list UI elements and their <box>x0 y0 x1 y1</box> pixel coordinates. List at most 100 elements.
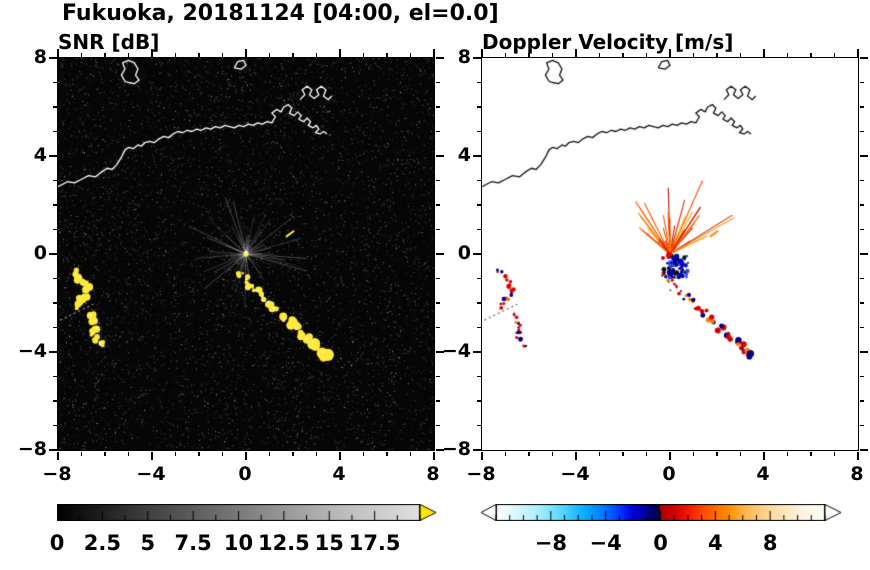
x-tick-label: 8 <box>850 463 864 485</box>
colorbar-tick-label: 12.5 <box>257 531 310 555</box>
axis-tick <box>245 48 247 57</box>
axis-tick <box>859 302 864 304</box>
axis-tick <box>435 204 440 206</box>
y-tick-label: 8 <box>33 46 47 68</box>
axis-tick <box>48 155 57 157</box>
axis-tick <box>174 451 177 456</box>
axis-tick <box>221 52 224 57</box>
axis-tick <box>57 451 59 460</box>
x-tick-label: −4 <box>136 463 166 485</box>
axis-tick <box>198 52 200 57</box>
axis-tick <box>433 451 435 460</box>
axis-tick <box>48 253 57 255</box>
axis-tick <box>339 48 341 57</box>
colorbar-tick-label: 5 <box>140 531 156 555</box>
axis-tick <box>435 253 444 255</box>
axis-tick <box>857 48 859 57</box>
axis-tick <box>739 451 742 456</box>
y-tick-label: −4 <box>441 340 471 362</box>
axis-tick <box>245 451 247 460</box>
axis-tick <box>859 424 864 427</box>
axis-tick <box>52 326 57 329</box>
axis-tick <box>598 451 601 456</box>
axis-tick <box>52 179 57 182</box>
axis-tick <box>859 57 868 59</box>
axis-tick <box>859 179 864 182</box>
axis-tick <box>127 451 130 456</box>
axis-tick <box>528 52 530 57</box>
colorbar-tick-label: 15 <box>314 531 344 555</box>
axis-tick <box>645 52 648 57</box>
axis-tick <box>575 451 577 460</box>
axis-tick <box>551 52 554 57</box>
axis-tick <box>692 52 695 57</box>
axis-tick <box>476 375 481 378</box>
colorbar-tick-label: 4 <box>708 531 723 555</box>
axis-tick <box>575 48 577 57</box>
velocity-plot-area <box>472 48 868 460</box>
snr-colorbar <box>57 504 437 521</box>
axis-tick <box>859 130 864 133</box>
axis-tick <box>435 130 440 133</box>
axis-tick <box>435 106 440 108</box>
axis-tick <box>48 57 57 59</box>
colorbar-tick-label: 0 <box>49 531 65 555</box>
axis-tick <box>622 52 624 57</box>
figure-title: Fukuoka, 20181124 [04:00, el=0.0] <box>62 1 499 26</box>
axis-tick <box>716 451 718 456</box>
axis-tick <box>645 451 648 456</box>
axis-tick <box>472 351 481 353</box>
snr-plot-canvas <box>58 58 434 450</box>
y-tick-label: −4 <box>17 340 47 362</box>
x-tick-label: 8 <box>426 463 440 485</box>
axis-tick <box>763 451 765 460</box>
axis-tick <box>786 451 789 456</box>
axis-tick <box>504 52 507 57</box>
axis-tick <box>476 424 481 427</box>
axis-tick <box>859 400 864 402</box>
axis-tick <box>859 204 864 206</box>
velocity-plot-canvas <box>482 58 858 450</box>
axis-tick <box>435 351 444 353</box>
colorbar-tick-label: 2.5 <box>83 531 121 555</box>
colorbar-tick-label: 0 <box>653 531 668 555</box>
axis-tick <box>472 57 481 59</box>
axis-tick <box>362 451 365 456</box>
axis-tick <box>435 302 440 304</box>
axis-tick <box>859 326 864 329</box>
axis-tick <box>859 106 864 108</box>
x-tick-label: −4 <box>560 463 590 485</box>
x-tick-label: −8 <box>42 463 72 485</box>
axis-tick <box>104 52 106 57</box>
axis-tick <box>435 400 440 402</box>
axis-tick <box>292 451 294 456</box>
y-tick-label: 8 <box>457 46 471 68</box>
colorbar-tick-label: 7.5 <box>174 531 212 555</box>
axis-tick <box>435 277 440 280</box>
axis-tick <box>669 48 671 57</box>
axis-tick <box>174 52 177 57</box>
axis-tick <box>52 277 57 280</box>
axis-tick <box>386 52 388 57</box>
axis-tick <box>859 277 864 280</box>
axis-tick <box>476 302 481 304</box>
axis-tick <box>859 155 868 157</box>
velocity-panel-title: Doppler Velocity [m/s] <box>482 30 734 54</box>
y-tick-label: −8 <box>17 438 47 460</box>
axis-tick <box>859 375 864 378</box>
snr-panel-title: SNR [dB] <box>58 30 160 54</box>
axis-tick <box>80 52 83 57</box>
y-tick-label: 4 <box>33 144 47 166</box>
axis-tick <box>481 451 483 460</box>
x-tick-label: 4 <box>756 463 770 485</box>
axis-tick <box>268 451 271 456</box>
axis-tick <box>80 451 83 456</box>
axis-tick <box>692 451 695 456</box>
velocity-colorbar <box>480 504 842 521</box>
axis-tick <box>433 48 435 57</box>
axis-tick <box>151 48 153 57</box>
axis-tick <box>859 449 868 451</box>
axis-tick <box>221 451 224 456</box>
axis-tick <box>104 451 106 456</box>
